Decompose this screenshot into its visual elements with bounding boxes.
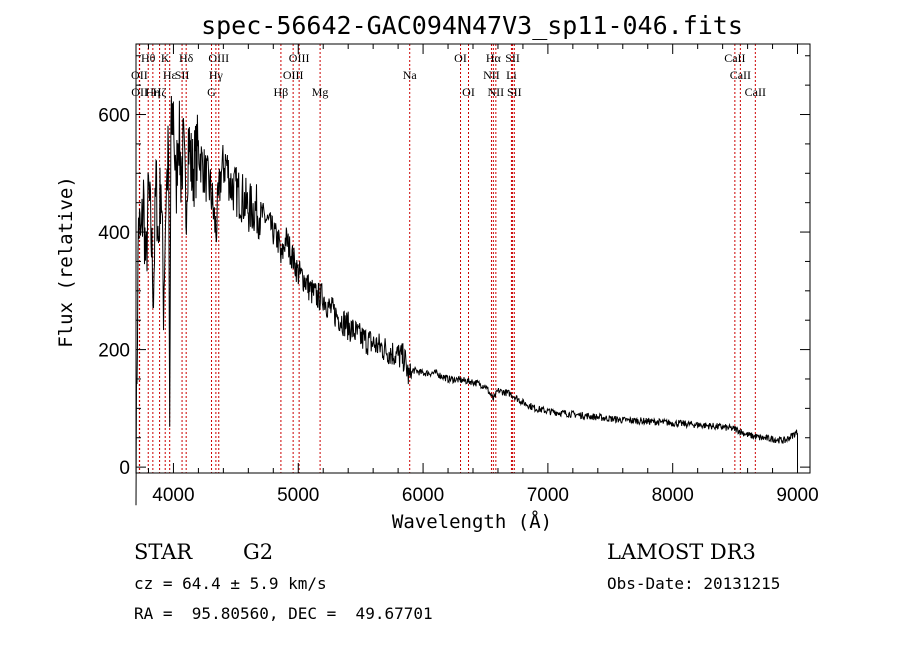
x-axis-label: Wavelength (Å) [392,510,552,533]
line-label-12: Hγ [209,68,224,82]
x-tick-label-3: 7000 [527,485,569,506]
plot-frame [135,43,811,474]
line-label-9: OII [131,68,148,82]
object-class: STAR [134,540,193,564]
y-tick-label-3: 600 [98,106,130,127]
chart-title: spec-56642-GAC094N47V3_sp11-046.fits [201,11,743,40]
line-label-20: Hζ [153,85,167,99]
line-label-15: NII [483,68,500,82]
line-label-0: Hθ [141,51,156,65]
line-label-2: Hδ [179,51,194,65]
y-axis-label: Flux (relative) [55,176,77,348]
line-label-26: SII [507,85,522,99]
line-label-21: G [207,85,216,99]
line-label-25: NII [488,85,505,99]
line-label-18: OII [131,85,148,99]
y-tick-label-1: 200 [98,341,130,362]
line-label-19: Hη [145,85,160,99]
line-label-6: Hα [486,51,502,65]
line-label-5: OI [454,51,467,65]
survey-name: LAMOST DR3 [607,540,756,564]
line-label-14: Na [403,68,418,82]
line-label-10: Hε [163,68,177,82]
line-label-16: Li [506,68,517,82]
line-label-1: K [161,51,170,65]
object-subclass: G2 [243,540,274,564]
x-tick-label-4: 8000 [652,485,694,506]
x-tick-label-5: 9000 [776,485,818,506]
line-label-11: SII [175,68,190,82]
observation-date: Obs-Date: 20131215 [607,574,781,593]
line-label-3: OIII [208,51,229,65]
redshift-cz: cz = 64.4 ± 5.9 km/s [134,574,327,593]
y-tick-label-2: 400 [98,223,130,244]
x-tick-label-0: 4000 [152,485,194,506]
line-label-22: Hβ [274,85,289,99]
spectral-line-markers [138,44,756,473]
line-label-23: Mg [312,85,329,99]
line-label-7: SII [505,51,520,65]
x-tick-label-2: 6000 [402,485,444,506]
x-tick-label-1: 5000 [277,485,319,506]
axis-ticks: 4000 5000 6000 7000 8000 9000 0 200 400 600 [98,44,819,506]
line-label-8: CaII [724,51,745,65]
line-label-4: OIII [289,51,310,65]
line-label-24: OI [462,85,475,99]
line-label-27: CaII [745,85,766,99]
line-label-17: CaII [730,68,751,82]
spectrum-series-line [135,95,798,506]
ra-dec-coordinates: RA = 95.80560, DEC = 49.67701 [134,604,433,623]
line-label-13: OIII [283,68,304,82]
y-tick-label-0: 0 [119,458,130,479]
